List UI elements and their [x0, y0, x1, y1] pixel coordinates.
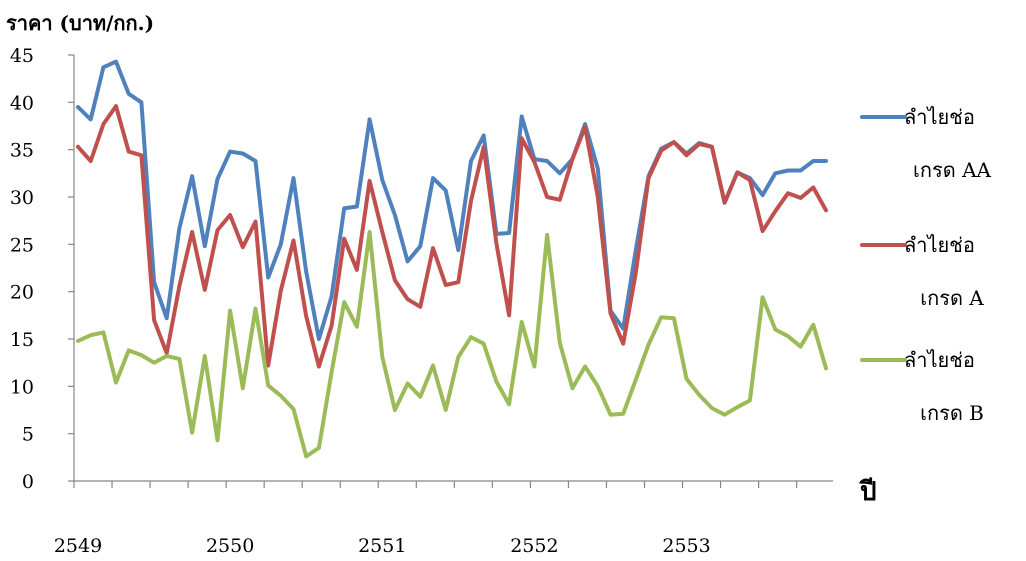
series-line-3	[76, 230, 828, 459]
x-tick-label: 2549	[54, 535, 102, 557]
y-tick-label: 0	[22, 471, 34, 493]
x-axis-title: ปี	[859, 477, 877, 507]
y-tick-label: 5	[22, 424, 34, 446]
legend-label-line2: เกรด B	[920, 401, 984, 425]
legend-label-line1: ลำไยช่อ	[904, 105, 975, 129]
axes: 0 5 10 15 20 25 30 35 40 45 2549 2550 2551 2552 2553	[10, 45, 833, 557]
y-tick-label: 25	[10, 234, 34, 256]
y-tick-label: 45	[10, 45, 34, 67]
y-tick-label: 10	[10, 376, 34, 398]
series-line-1	[76, 59, 828, 341]
series-line-2	[76, 104, 828, 369]
y-tick-label: 40	[10, 92, 34, 114]
y-tick-label: 35	[10, 140, 34, 162]
legend-label-line1: ลำไยช่อ	[904, 348, 975, 372]
series-lines	[76, 59, 828, 459]
x-tick-label: 2550	[206, 535, 254, 557]
y-tick-label: 20	[10, 282, 34, 304]
x-tick-label: 2552	[510, 535, 558, 557]
y-tick-label: 30	[10, 187, 34, 209]
y-tick-label: 15	[10, 329, 34, 351]
legend-label-line2: เกรด AA	[913, 158, 991, 182]
x-tick-label: 2553	[662, 535, 710, 557]
legend-label-line2: เกรด A	[920, 286, 984, 310]
y-axis-title: ราคา (บาท/กก.)	[6, 11, 154, 35]
x-tick-label: 2551	[358, 535, 406, 557]
legend-label-line1: ลำไยช่อ	[904, 233, 975, 257]
